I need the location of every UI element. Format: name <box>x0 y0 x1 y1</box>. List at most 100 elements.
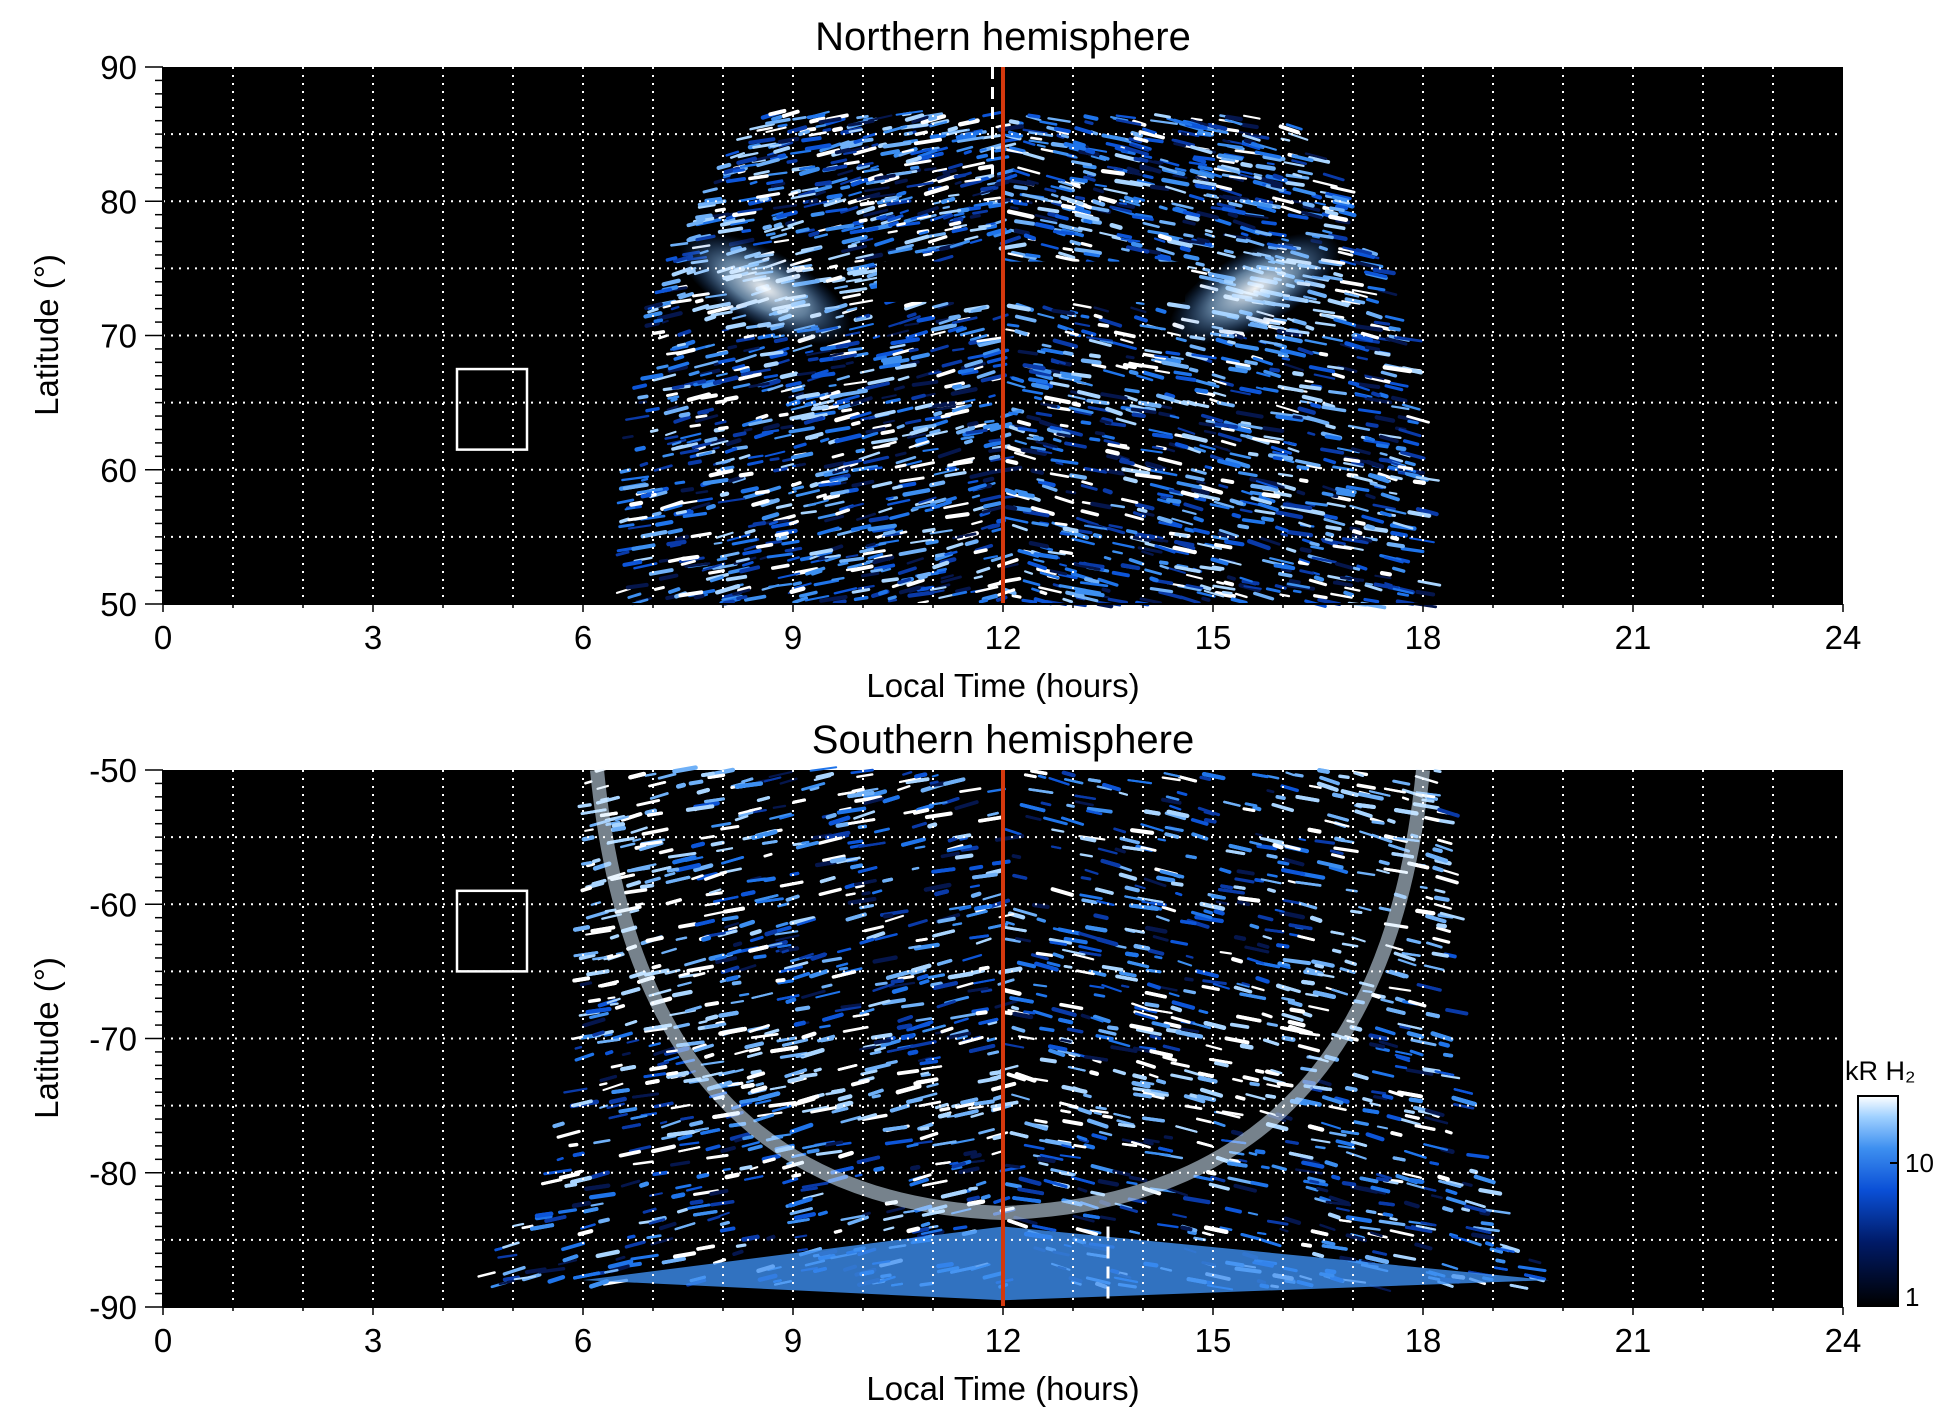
emission-streak <box>1014 1072 1037 1083</box>
emission-streak <box>651 511 662 517</box>
emission-streak <box>698 407 715 414</box>
emission-streak <box>1219 867 1232 874</box>
emission-streak <box>1079 581 1109 588</box>
emission-streak <box>1478 1187 1503 1196</box>
emission-streak <box>1040 348 1054 353</box>
emission-streak <box>1086 806 1113 814</box>
emission-streak <box>1133 315 1148 323</box>
emission-streak <box>1051 308 1075 316</box>
emission-streak <box>917 149 938 159</box>
emission-streak <box>1280 205 1302 214</box>
emission-streak <box>1332 199 1355 209</box>
emission-streak <box>838 477 849 483</box>
emission-streak <box>1143 137 1164 144</box>
emission-streak <box>626 1261 642 1268</box>
emission-streak <box>1313 575 1325 582</box>
emission-streak <box>1119 202 1128 206</box>
emission-streak <box>747 454 764 460</box>
emission-streak <box>718 1026 748 1036</box>
emission-streak <box>714 955 727 961</box>
emission-streak <box>732 588 751 596</box>
emission-streak <box>709 575 724 583</box>
emission-streak <box>1039 1057 1057 1064</box>
emission-streak <box>1253 175 1262 180</box>
emission-streak <box>825 813 837 820</box>
emission-streak <box>1307 1124 1325 1132</box>
emission-streak <box>748 137 776 145</box>
emission-streak <box>1021 192 1049 202</box>
emission-streak <box>882 877 894 883</box>
emission-streak <box>1074 126 1094 135</box>
emission-streak <box>932 167 948 173</box>
emission-streak <box>863 925 885 933</box>
emission-streak <box>1466 1152 1490 1159</box>
emission-streak <box>680 487 695 493</box>
emission-streak <box>838 388 868 397</box>
emission-streak <box>851 587 871 594</box>
emission-streak <box>1419 885 1428 890</box>
emission-streak <box>836 806 867 815</box>
emission-streak <box>1390 535 1400 541</box>
emission-streak <box>945 496 957 503</box>
emission-streak <box>1201 1231 1212 1237</box>
emission-streak <box>725 322 747 330</box>
emission-streak <box>1162 1055 1178 1062</box>
emission-streak <box>1230 389 1252 396</box>
emission-streak <box>815 124 827 128</box>
emission-streak <box>708 569 725 575</box>
emission-streak <box>1276 1081 1294 1088</box>
emission-streak <box>1035 372 1054 381</box>
emission-streak <box>1050 845 1062 850</box>
emission-streak <box>1144 991 1167 999</box>
emission-streak <box>979 510 991 517</box>
emission-streak <box>722 906 745 914</box>
emission-streak <box>631 543 656 551</box>
emission-streak <box>1312 179 1338 188</box>
emission-streak <box>667 528 683 535</box>
emission-streak <box>1049 425 1063 431</box>
emission-streak <box>1269 557 1294 565</box>
emission-streak <box>775 978 786 983</box>
emission-streak <box>1394 1053 1411 1060</box>
emission-streak <box>1181 509 1197 516</box>
emission-streak <box>701 771 715 777</box>
emission-streak <box>1110 1045 1138 1053</box>
emission-streak <box>1292 415 1303 420</box>
emission-streak <box>1312 1251 1325 1259</box>
emission-streak <box>980 988 993 993</box>
emission-streak <box>899 209 909 215</box>
emission-streak <box>951 1165 963 1171</box>
emission-streak <box>1345 888 1358 893</box>
emission-streak <box>1330 185 1356 194</box>
emission-streak <box>1016 960 1037 969</box>
emission-streak <box>898 585 921 595</box>
emission-streak <box>724 447 738 454</box>
emission-streak <box>1075 1227 1099 1236</box>
emission-streak <box>896 424 905 430</box>
emission-streak <box>1025 815 1042 821</box>
emission-streak <box>1199 565 1222 572</box>
emission-streak <box>774 433 792 440</box>
emission-streak <box>708 888 722 894</box>
emission-streak <box>718 1211 730 1218</box>
emission-streak <box>738 992 750 997</box>
emission-streak <box>1133 156 1149 163</box>
emission-streak <box>734 1068 744 1073</box>
emission-streak <box>1299 1156 1321 1165</box>
emission-streak <box>1028 369 1052 377</box>
emission-streak <box>710 840 725 847</box>
emission-streak <box>961 369 979 376</box>
emission-streak <box>1152 935 1169 942</box>
emission-streak <box>821 956 843 963</box>
emission-streak <box>1128 903 1160 911</box>
emission-streak <box>1016 419 1032 427</box>
emission-streak <box>1364 396 1393 405</box>
emission-streak <box>867 523 897 532</box>
emission-streak <box>1302 204 1321 212</box>
emission-streak <box>962 161 986 169</box>
emission-streak <box>747 460 764 466</box>
emission-streak <box>981 505 1003 514</box>
emission-streak <box>639 841 664 852</box>
emission-streak <box>1034 214 1058 222</box>
emission-streak <box>1036 144 1046 148</box>
